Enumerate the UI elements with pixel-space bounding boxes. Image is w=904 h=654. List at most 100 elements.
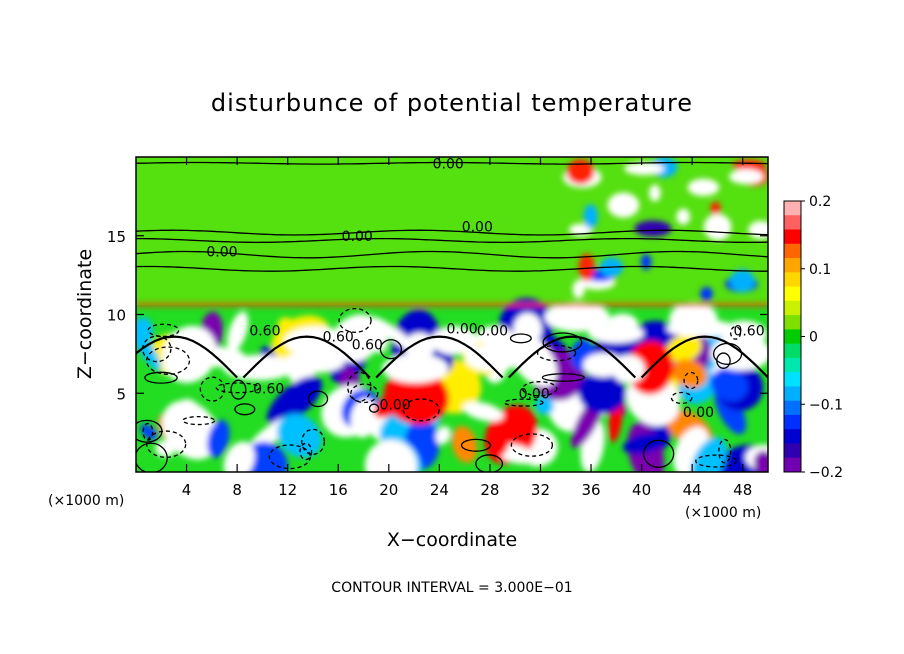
contour-label: 0.00 [462,219,493,235]
contour-line [299,442,313,461]
contour-line [402,398,440,422]
x-tick-label: 24 [430,481,449,499]
field-patch [374,384,416,418]
contour-line [136,237,768,244]
colorbar-swatch [784,343,801,359]
field-patch [588,323,644,344]
contour-label: 0.60 [253,382,284,398]
x-tick-label: 8 [232,481,242,499]
colorbar-tick-label: −0.1 [809,397,843,413]
field-patch [267,376,322,427]
field-patch [666,319,737,338]
contour-line [146,430,187,458]
contour-line [460,438,492,452]
y-tick-label: 15 [107,228,126,246]
field-patch [572,280,585,299]
contour-line [215,382,260,394]
contour-label: 0.00 [477,323,508,339]
contour-label: 0.60 [352,337,383,353]
contour-line [521,381,558,397]
contour-line [230,379,247,400]
contour-label: 0.00 [342,229,373,245]
contour-label: 0.00 [447,322,478,338]
contour-label: 0.60 [323,330,354,346]
field-patch [666,334,702,363]
contour-line [510,433,554,457]
contour-line [379,339,403,360]
colorbar: 0.2 0.1 0 −0.1 −0.2 [783,194,843,481]
contour-line [136,161,768,165]
contour-line [136,250,768,259]
colorbar-swatch [784,215,801,231]
field-patch [462,401,504,422]
field-patch [513,312,542,346]
contour-line [509,333,532,344]
colorbar-swatch [784,258,801,273]
heatmap-field: 0.000.000.000.000.000.60 0.000.600.600.00… [136,156,768,472]
contour-line [199,376,226,402]
contour-line [142,422,154,441]
x-axis: 4 8 12 16 20 24 28 32 36 40 44 48 [182,157,752,499]
colorbar-tick-label: −0.2 [809,465,843,481]
x-tick-label: 48 [733,481,752,499]
contour-line [508,335,637,379]
colorbar-swatch [784,443,801,459]
colorbar-tick-label: 0.2 [809,194,831,210]
y-axis-label: Z−coordinate [74,249,96,379]
contour-line [136,265,768,272]
field-patch [490,432,510,458]
field-patch [227,311,249,353]
contour-line [643,439,675,468]
contour-line [683,371,699,390]
contour-line [338,307,372,333]
contour-line [268,444,311,470]
contour-line [144,371,178,384]
contour-line [147,323,180,338]
field-patch [566,159,595,185]
field-patch [607,192,640,218]
field-patch [729,168,764,185]
contour-line [142,335,172,363]
contour-label: 0.00 [380,397,411,413]
field-patch [383,368,450,425]
x-tick-label: 4 [182,481,192,499]
colorbar-swatch [784,315,801,330]
contour-label: 0.00 [433,156,464,172]
colorbar-swatch [784,229,801,245]
colorbar-swatch [784,329,801,345]
contour-line [301,428,326,455]
x-tick-label: 20 [379,481,398,499]
x-tick-label: 40 [632,481,651,499]
colorbar-swatch [784,272,801,288]
contour-line [347,371,372,402]
field-patch [435,426,451,445]
contour-line [503,398,544,407]
field-patch [676,208,691,225]
contour-line [368,403,380,413]
contour-line [182,415,216,426]
field-patch [350,397,378,438]
field-patch [710,201,721,216]
field-patch [649,184,661,202]
colorbar-swatch [784,457,801,473]
field-patch [634,220,672,237]
field-patch [583,204,598,229]
field-patch [222,354,295,381]
chart-title: disturbunce of potential temperature [211,89,693,117]
y-tick-label: 10 [107,307,126,325]
colorbar-tick-label: 0 [809,330,818,346]
field-patch [544,302,610,332]
contour-line [712,342,743,365]
contour-label: 0.00 [683,405,714,421]
field-patch [165,337,196,371]
contour-line [136,229,768,236]
contour-line [145,346,191,375]
x-tick-label: 36 [581,481,600,499]
field-patch [710,367,749,402]
contour-line [541,373,585,382]
field-patch [578,253,595,282]
x-tick-label: 28 [480,481,499,499]
colorbar-swatch [784,243,801,259]
contour-label: 0.60 [249,323,280,339]
